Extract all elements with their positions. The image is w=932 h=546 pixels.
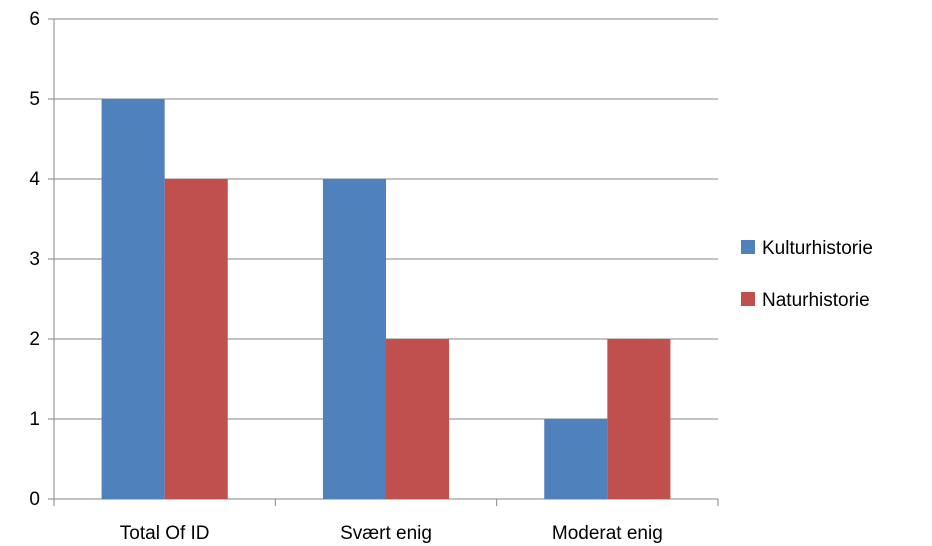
- bar-naturhistorie-1: [386, 339, 450, 499]
- x-tick-label: Svært enig: [340, 523, 432, 544]
- bar-naturhistorie-0: [164, 179, 228, 499]
- legend-swatch: [741, 240, 755, 254]
- y-tick-label: 3: [29, 249, 40, 270]
- legend: Kulturhistorie Naturhistorie: [741, 238, 873, 311]
- bars: [101, 99, 671, 499]
- y-tick-label: 5: [29, 89, 40, 110]
- bar-kulturhistorie-0: [101, 99, 165, 499]
- y-tick-labels: 0 1 2 3 4 5 6: [29, 9, 40, 510]
- bar-naturhistorie-2: [607, 339, 671, 499]
- x-tick-labels: Total Of ID Svært enig Moderat enig: [120, 523, 663, 544]
- x-tick-label: Moderat enig: [552, 523, 663, 544]
- y-tick-label: 0: [29, 489, 40, 510]
- y-tick-label: 4: [29, 169, 40, 190]
- y-tick-label: 6: [29, 9, 40, 30]
- legend-label: Naturhistorie: [762, 290, 870, 311]
- x-tick-label: Total Of ID: [120, 523, 210, 544]
- legend-swatch: [741, 292, 755, 306]
- legend-label: Kulturhistorie: [762, 238, 873, 259]
- y-tick-label: 1: [29, 409, 40, 430]
- bar-kulturhistorie-2: [544, 419, 608, 499]
- y-tick-label: 2: [29, 329, 40, 350]
- bar-kulturhistorie-1: [322, 179, 386, 499]
